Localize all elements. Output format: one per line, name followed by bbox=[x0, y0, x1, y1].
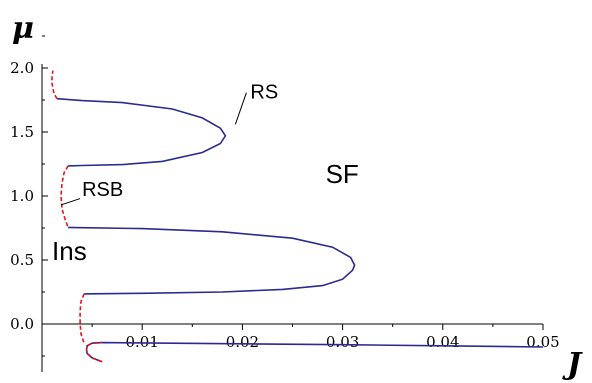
annotation-sf: SF bbox=[326, 159, 359, 189]
axis-ticks: 0.0 0.5 1.0 1.5 2.0 0.01 0.02 0.03 0.04 0.05 bbox=[10, 35, 560, 357]
series-line-rsb bbox=[60, 165, 69, 228]
series-line-rsb bbox=[85, 341, 103, 363]
series-line-rsb bbox=[51, 70, 58, 100]
y-tick-label: 0.5 bbox=[10, 251, 34, 269]
series-line-rs bbox=[68, 226, 356, 295]
x-tick-label: 0.02 bbox=[226, 333, 259, 351]
annotation-rsb: RSB bbox=[82, 179, 123, 201]
rsb-pointer-line bbox=[60, 198, 81, 206]
y-tick-label: 1.5 bbox=[10, 123, 34, 141]
annotation-ins: Ins bbox=[52, 236, 87, 266]
series-line-rsb bbox=[79, 293, 85, 344]
annotations: RS RSB SF Ins bbox=[52, 82, 359, 266]
series-lines bbox=[51, 70, 544, 363]
y-tick-label: 0.0 bbox=[10, 315, 34, 333]
y-axis-title: μ bbox=[12, 11, 34, 46]
x-tick-label: 0.04 bbox=[426, 333, 459, 351]
rs-pointer-line bbox=[234, 92, 247, 125]
x-tick-label: 0.01 bbox=[125, 333, 158, 351]
x-tick-label: 0.05 bbox=[526, 333, 559, 351]
x-axis-title: J bbox=[562, 347, 583, 382]
y-tick-label: 1.0 bbox=[10, 187, 34, 205]
y-tick-label: 2.0 bbox=[10, 59, 34, 77]
x-tick-label: 0.03 bbox=[326, 333, 359, 351]
annotation-rs: RS bbox=[250, 82, 278, 104]
series-line-rs bbox=[56, 97, 227, 167]
